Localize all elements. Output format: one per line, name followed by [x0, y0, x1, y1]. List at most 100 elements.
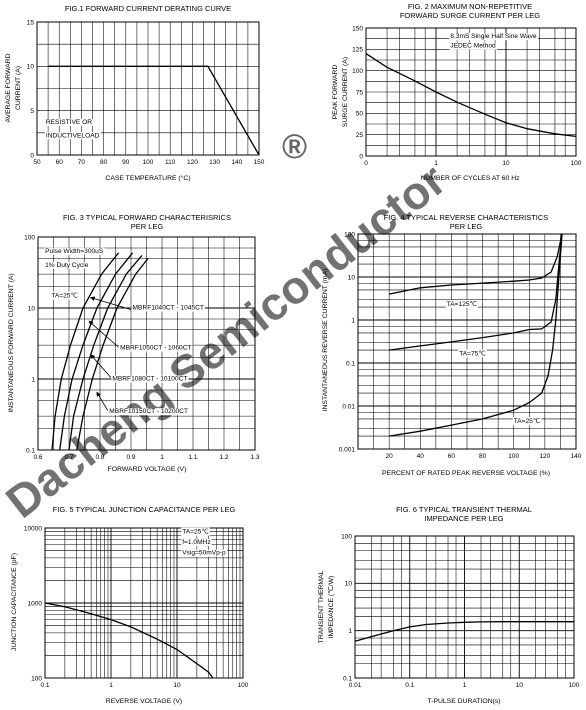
annotation-label-background — [111, 375, 189, 383]
grid-lines — [354, 535, 575, 679]
annotation-label: MBRF1080CT - 10100CT — [112, 376, 187, 383]
data-series-line — [388, 233, 563, 437]
annotation-label-background — [119, 344, 193, 352]
chart-title: FIG. 2 MAXIMUM NON-REPETITIVE — [408, 2, 532, 11]
y-tick-label: 0 — [30, 152, 34, 159]
chart-title: PER LEG — [450, 222, 483, 231]
chart-fig2-forward-surge-current: 0 1 10 100 0 25 50 75 100 125 150 FIG. 2 MAXIMUM NO… — [332, 2, 582, 182]
y-tick-label: 100 — [352, 68, 363, 75]
data-series-line — [51, 252, 120, 451]
x-tick-label: 100 — [571, 160, 582, 167]
annotation-label: 1% Duty Cycle — [45, 262, 89, 269]
data-series-line — [68, 254, 143, 451]
x-tick-label: 60 — [56, 159, 64, 166]
annotation-label: TA=25℃ — [51, 292, 78, 300]
x-tick-label: 130 — [209, 159, 220, 166]
y-tick-label: 0.01 — [342, 403, 355, 410]
x-tick-label: 1.2 — [219, 454, 228, 461]
annotation-label: MBRF1040CT - 1045CT — [133, 305, 204, 312]
x-tick-label: 0.9 — [126, 454, 135, 461]
y-tick-label: 15 — [27, 19, 35, 26]
y-axis-label: SURGE CURRENT (A) — [342, 57, 349, 127]
annotation-label-background — [449, 42, 498, 50]
x-tick-label: 150 — [254, 159, 265, 166]
data-series-line — [76, 257, 149, 451]
annotation-label-background — [131, 304, 205, 312]
x-tick-label: 60 — [448, 453, 456, 460]
annotation-label: INDUCTIVELOAD — [46, 132, 100, 139]
y-tick-label: 0 — [359, 153, 363, 160]
plot-frame — [37, 236, 256, 451]
y-tick-label: 1 — [31, 376, 35, 383]
chart-title: FIG. 4 TYPICAL REVERSE CHARACTERISTICS — [384, 213, 549, 222]
x-tick-label: 100 — [508, 453, 519, 460]
y-tick-label: 10 — [28, 305, 36, 312]
annotation-label: RESISTIVE OR — [46, 119, 92, 126]
x-tick-label: 0.1 — [40, 682, 49, 689]
data-series-line — [389, 233, 563, 351]
x-tick-label: 80 — [479, 453, 487, 460]
data-series-line — [44, 602, 214, 679]
annotation-label: TA=75℃ — [459, 349, 486, 357]
chart-title: FIG. 5 TYPICAL JUNCTION CAPACITANCE PER … — [53, 505, 236, 514]
x-tick-label: 0.8 — [95, 454, 104, 461]
annotation-label-background — [44, 118, 94, 126]
annotation-label: MBRF10150CT - 10200CT — [109, 408, 188, 415]
x-axis-label: CASE TEMPERATURE (°C) — [105, 174, 190, 182]
x-tick-label: 120 — [187, 159, 198, 166]
y-tick-label: 150 — [352, 25, 363, 32]
x-tick-label: 1 — [160, 454, 164, 461]
chart-fig4-reverse-characteristics: 20 40 60 80 100 120 140 0.001 0.01 0.1 1 10 100 FIG. … — [322, 213, 582, 477]
annotation-label-background — [44, 261, 90, 269]
x-tick-label: 100 — [143, 159, 154, 166]
y-tick-label: 0.1 — [343, 675, 352, 682]
x-tick-label: 1.3 — [250, 454, 259, 461]
plot-frame — [365, 27, 577, 157]
x-tick-label: 120 — [539, 453, 550, 460]
data-series-line — [48, 65, 260, 156]
data-series-line — [354, 621, 574, 642]
plot-frame — [354, 535, 575, 679]
x-tick-label: 1 — [463, 682, 467, 689]
x-tick-label: 20 — [386, 453, 394, 460]
plot-frame — [36, 21, 260, 156]
annotation-label-background — [181, 539, 212, 547]
x-axis-label: NUMBER OF CYCLES AT 60 Hz — [420, 175, 520, 182]
y-tick-label: 50 — [356, 111, 364, 118]
chart-fig5-junction-capacitance: 0.1 1 10 100 100 1000 10000 FIG. 5 TYPICAL JUNC… — [11, 505, 249, 705]
chart-title: IMPEDANCE PER LEG — [424, 514, 503, 523]
x-tick-label: 80 — [100, 159, 108, 166]
y-tick-label: 25 — [356, 132, 364, 139]
x-tick-label: 10 — [173, 682, 181, 689]
y-axis-label: INSTANTANEOUS FORWARD CURRENT (A) — [8, 273, 15, 412]
x-tick-label: 0.6 — [33, 454, 42, 461]
x-tick-label: 40 — [417, 453, 425, 460]
y-tick-label: 75 — [356, 89, 364, 96]
x-axis-label: T-PULSE DURATION(s) — [427, 698, 500, 705]
y-tick-label: 10000 — [24, 525, 42, 532]
y-tick-label: 1 — [348, 628, 352, 635]
y-tick-label: 1000 — [28, 600, 43, 607]
x-tick-label: 90 — [122, 159, 130, 166]
y-tick-label: 10 — [27, 64, 35, 71]
x-axis-label: FORWARD VOLTAGE (V) — [108, 466, 187, 473]
y-tick-label: 100 — [31, 675, 42, 682]
x-tick-label: 0.01 — [349, 682, 362, 689]
annotation-label: Pulse Width=300uS — [45, 248, 104, 255]
x-tick-label: 50 — [33, 159, 41, 166]
annotation-label: 8.3mS Single Half Sine Wave — [450, 33, 537, 40]
data-series-line — [388, 233, 563, 295]
chart-title: FORWARD SURGE CURRENT PER LEG — [400, 11, 540, 20]
x-tick-label: 140 — [231, 159, 242, 166]
watermark-registered-mark: ® — [282, 128, 307, 166]
x-tick-label: 0 — [364, 160, 368, 167]
annotation-label: f=1.0MHz — [182, 539, 210, 546]
y-axis-label: CURRENT (A) — [15, 66, 22, 110]
x-tick-label: 110 — [165, 159, 176, 166]
annotation-label: MBRF1050CT - 1060CT — [120, 345, 191, 352]
x-tick-label: 70 — [78, 159, 86, 166]
x-tick-label: 100 — [569, 682, 580, 689]
chart-fig3-forward-characteristics: 0.6 0.7 0.8 0.9 1 1.1 1.2 1.3 0.1 1 10 100 FIG. 3 TY… — [8, 213, 260, 473]
